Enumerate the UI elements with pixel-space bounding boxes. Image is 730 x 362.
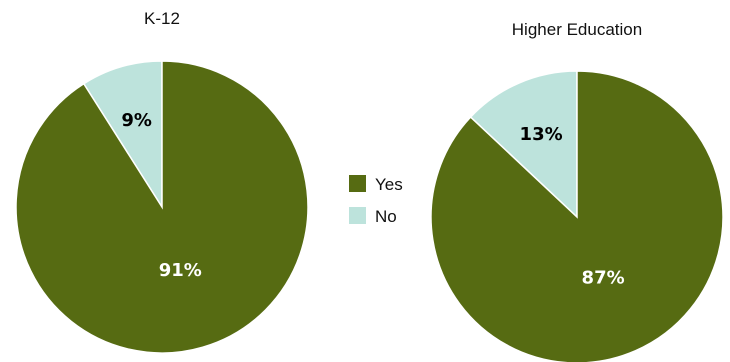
- legend-item-no: No: [349, 207, 397, 226]
- legend-label-yes: Yes: [375, 175, 403, 194]
- legend-item-yes: Yes: [349, 175, 403, 194]
- legend: Yes No: [349, 175, 403, 226]
- slice-label-k12-no: 9%: [121, 110, 152, 131]
- pie-title-k12: K-12: [144, 9, 180, 28]
- legend-label-no: No: [375, 207, 397, 226]
- pie-title-higher-education: Higher Education: [512, 20, 642, 39]
- pie-slice-k12-no: [82, 60, 163, 210]
- slice-label-higher-education-yes: 87%: [582, 267, 625, 288]
- pie-chart-higher-education: Higher Education 87% 13%: [430, 20, 724, 362]
- legend-swatch-yes: [349, 175, 366, 192]
- pie-slice-higher-education-yes: [430, 70, 724, 362]
- pie-slice-higher-education-no: [469, 70, 578, 219]
- slice-label-k12-yes: 91%: [159, 260, 202, 281]
- legend-swatch-no: [349, 207, 366, 224]
- slice-label-higher-education-no: 13%: [520, 124, 563, 145]
- pie-slice-k12-yes: [15, 60, 309, 354]
- pie-chart-k12: K-12 91% 9%: [15, 9, 309, 354]
